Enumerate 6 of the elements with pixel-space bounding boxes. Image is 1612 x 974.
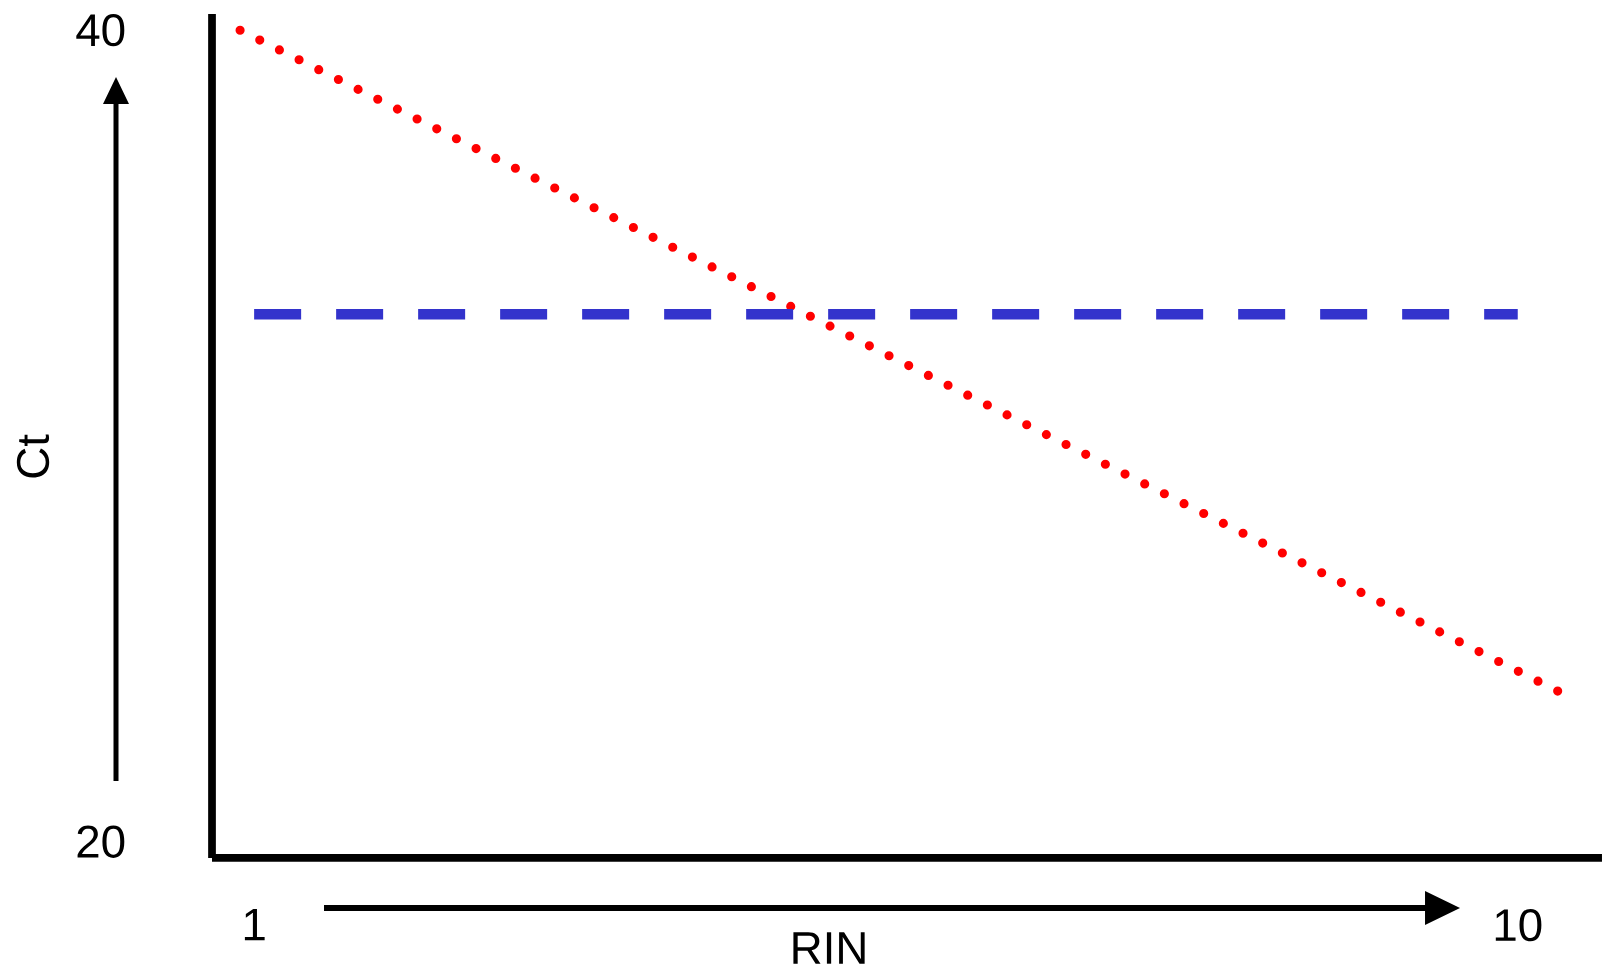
x-tick-label: 1: [244, 908, 265, 941]
y-tick-label: 20: [77, 825, 125, 858]
y-axis-title: Ct: [16, 434, 50, 478]
y-tick-label: 40: [76, 14, 125, 47]
x-axis-title: RIN: [793, 932, 865, 964]
x-tick-label: 10: [1495, 908, 1542, 942]
